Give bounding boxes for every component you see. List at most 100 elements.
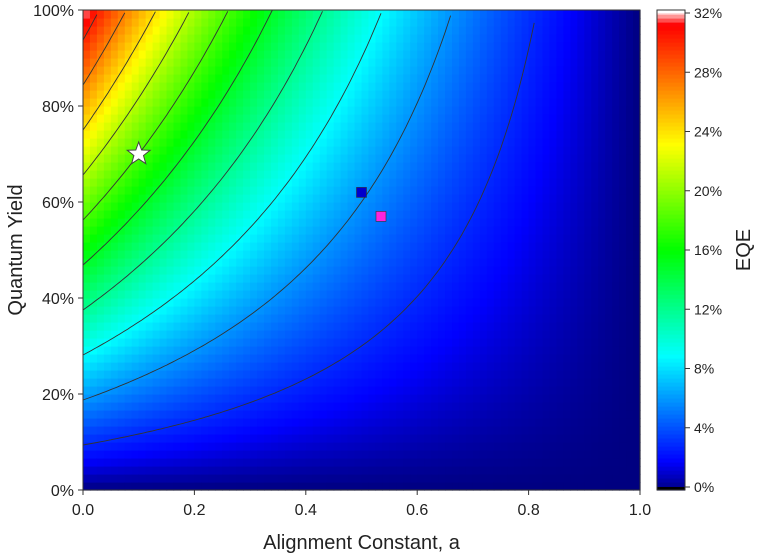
heatmap-cell bbox=[145, 442, 154, 451]
heatmap-cell bbox=[222, 418, 230, 427]
heatmap-cell bbox=[180, 250, 189, 259]
heatmap-cell bbox=[445, 138, 453, 147]
heatmap-cell bbox=[166, 314, 175, 323]
heatmap-cell bbox=[598, 26, 606, 35]
heatmap-cell bbox=[500, 378, 509, 387]
heatmap-cell bbox=[264, 394, 272, 403]
heatmap-cell bbox=[486, 482, 495, 491]
heatmap-cell bbox=[626, 370, 634, 379]
heatmap-cell bbox=[465, 242, 474, 251]
heatmap-cell bbox=[570, 442, 578, 451]
heatmap-cell bbox=[159, 234, 168, 243]
heatmap-cell bbox=[403, 26, 411, 35]
heatmap-cell bbox=[83, 250, 91, 259]
heatmap-cell bbox=[417, 146, 425, 155]
heatmap-cell bbox=[333, 314, 342, 323]
heatmap-cell bbox=[131, 346, 140, 355]
heatmap-cell bbox=[465, 154, 474, 163]
heatmap-cell bbox=[633, 378, 641, 387]
heatmap-cell bbox=[626, 314, 634, 323]
heatmap-cell bbox=[340, 58, 349, 67]
heatmap-cell bbox=[166, 338, 175, 347]
heatmap-cell bbox=[166, 106, 175, 115]
heatmap-cell bbox=[257, 66, 265, 75]
heatmap-cell bbox=[417, 322, 425, 331]
heatmap-cell bbox=[598, 74, 606, 83]
heatmap-cell bbox=[396, 426, 404, 435]
heatmap-cell bbox=[438, 178, 446, 187]
heatmap-cell bbox=[208, 50, 216, 59]
heatmap-cell bbox=[479, 106, 488, 115]
heatmap-cell bbox=[472, 402, 481, 411]
heatmap-cell bbox=[563, 162, 571, 171]
heatmap-cell bbox=[389, 234, 397, 243]
heatmap-cell bbox=[612, 42, 620, 51]
heatmap-cell bbox=[159, 138, 168, 147]
heatmap-cell bbox=[403, 474, 411, 483]
heatmap-cell bbox=[229, 178, 237, 187]
heatmap-cell bbox=[187, 26, 195, 35]
heatmap-cell bbox=[180, 330, 189, 339]
heatmap-cell bbox=[264, 306, 272, 315]
heatmap-cell bbox=[375, 482, 383, 491]
heatmap-cell bbox=[549, 474, 558, 483]
colorbar-swatch bbox=[657, 402, 685, 407]
heatmap-cell bbox=[452, 218, 460, 227]
heatmap-cell bbox=[180, 362, 189, 371]
heatmap-cell bbox=[500, 306, 509, 315]
heatmap-cell bbox=[493, 410, 502, 419]
heatmap-cell bbox=[431, 378, 439, 387]
heatmap-cell bbox=[375, 402, 383, 411]
heatmap-cell bbox=[201, 394, 209, 403]
heatmap-cell bbox=[458, 482, 467, 491]
heatmap-cell bbox=[277, 282, 286, 291]
heatmap-cell bbox=[110, 466, 119, 475]
heatmap-cell bbox=[556, 250, 565, 259]
y-tick-label: 40% bbox=[42, 291, 74, 308]
heatmap-cell bbox=[535, 242, 544, 251]
heatmap-cell bbox=[298, 250, 307, 259]
heatmap-cell bbox=[291, 290, 300, 299]
heatmap-cell bbox=[264, 434, 272, 443]
heatmap-cell bbox=[535, 58, 544, 67]
heatmap-cell bbox=[410, 242, 418, 251]
heatmap-cell bbox=[201, 258, 209, 267]
heatmap-cell bbox=[514, 354, 523, 363]
heatmap-cell bbox=[173, 194, 182, 203]
heatmap-cell bbox=[83, 218, 91, 227]
heatmap-cell bbox=[591, 418, 599, 427]
heatmap-cell bbox=[243, 178, 251, 187]
heatmap-cell bbox=[222, 106, 230, 115]
colorbar-swatch bbox=[657, 150, 685, 155]
heatmap-cell bbox=[431, 226, 439, 235]
heatmap-cell bbox=[521, 226, 530, 235]
heatmap-cell bbox=[410, 114, 418, 123]
heatmap-cell bbox=[382, 362, 390, 371]
heatmap-cell bbox=[250, 154, 258, 163]
heatmap-cell bbox=[166, 450, 175, 459]
heatmap-cell bbox=[250, 482, 258, 491]
heatmap-cell bbox=[486, 346, 495, 355]
heatmap-cell bbox=[570, 434, 578, 443]
heatmap-cell bbox=[368, 162, 377, 171]
heatmap-cell bbox=[584, 386, 592, 395]
heatmap-cell bbox=[403, 122, 411, 131]
heatmap-cell bbox=[166, 442, 175, 451]
heatmap-cell bbox=[486, 306, 495, 315]
heatmap-cell bbox=[243, 146, 251, 155]
heatmap-cell bbox=[312, 202, 321, 211]
heatmap-cell bbox=[500, 66, 509, 75]
heatmap-cell bbox=[577, 298, 585, 307]
heatmap-cell bbox=[250, 170, 258, 179]
heatmap-cell bbox=[96, 186, 105, 195]
heatmap-cell bbox=[312, 362, 321, 371]
heatmap-cell bbox=[368, 482, 377, 491]
heatmap-cell bbox=[201, 306, 209, 315]
heatmap-cell bbox=[152, 170, 161, 179]
heatmap-cell bbox=[83, 370, 91, 379]
heatmap-cell bbox=[556, 10, 565, 19]
heatmap-cell bbox=[619, 474, 627, 483]
heatmap-cell bbox=[124, 402, 133, 411]
heatmap-cell bbox=[500, 202, 509, 211]
heatmap-cell bbox=[201, 314, 209, 323]
